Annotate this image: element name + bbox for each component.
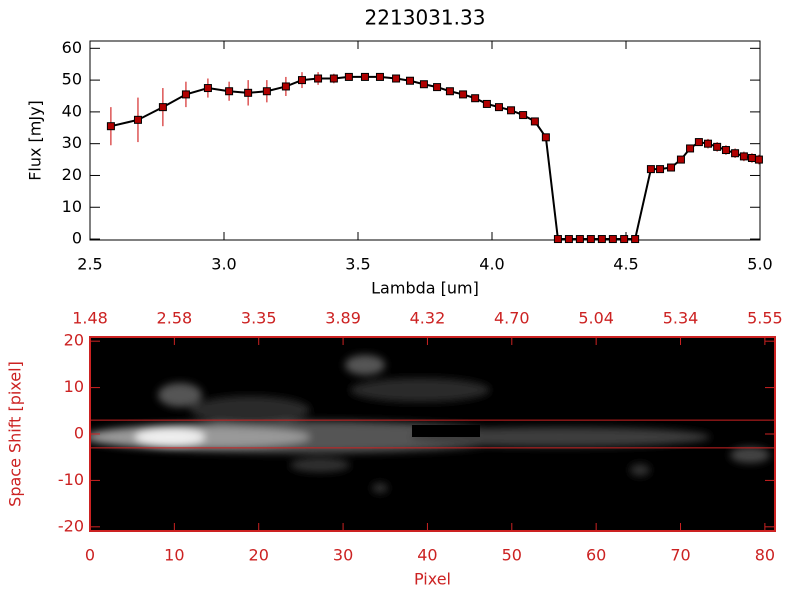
x2-tick-label: 5.55 — [747, 309, 783, 328]
y-tick-label: 40 — [62, 101, 82, 120]
x-axis-label: Pixel — [414, 570, 451, 589]
x-tick-label: 3.0 — [211, 255, 236, 274]
data-point — [297, 76, 306, 85]
y-tick-label: 10 — [64, 377, 84, 396]
data-point — [225, 87, 234, 96]
data-point — [586, 235, 595, 244]
y-tick-label: 0 — [72, 229, 82, 248]
x-tick-label: 40 — [417, 546, 437, 565]
data-point — [620, 235, 629, 244]
y-axis-label: Flux [mJy] — [26, 100, 45, 181]
data-point — [158, 103, 167, 112]
data-point — [739, 152, 748, 161]
x2-tick-label: 3.89 — [325, 309, 361, 328]
data-point — [360, 72, 369, 81]
data-point — [553, 235, 562, 244]
data-point — [133, 115, 142, 124]
x2-tick-label: 5.04 — [578, 309, 614, 328]
data-point — [375, 72, 384, 81]
spectrum-image — [90, 337, 775, 531]
x-tick-label: 5.0 — [747, 255, 772, 274]
data-point — [519, 111, 528, 120]
data-point — [747, 153, 756, 162]
x-tick-label: 4.5 — [613, 255, 638, 274]
y-tick-label: 20 — [64, 331, 84, 350]
x-tick-label: 30 — [333, 546, 353, 565]
chart-title: 2213031.33 — [365, 6, 486, 30]
data-point — [694, 138, 703, 147]
data-point — [471, 94, 480, 103]
y-tick-label: 60 — [62, 38, 82, 57]
data-point — [608, 235, 617, 244]
data-point — [445, 87, 454, 96]
data-point — [731, 149, 740, 158]
data-point — [676, 155, 685, 164]
data-point — [433, 83, 442, 92]
data-point — [631, 235, 640, 244]
y-tick-label: 30 — [62, 133, 82, 152]
data-point — [106, 122, 115, 131]
data-point — [181, 90, 190, 99]
data-point — [575, 235, 584, 244]
x2-tick-label: 3.35 — [241, 309, 277, 328]
data-point — [686, 144, 695, 153]
x-axis-label: Lambda [um] — [371, 279, 479, 298]
y-tick-label: -10 — [58, 470, 84, 489]
x2-tick-label: 4.70 — [494, 309, 530, 328]
y-tick-label: 20 — [62, 165, 82, 184]
x-tick-label: 60 — [586, 546, 606, 565]
y-tick-label: 50 — [62, 70, 82, 89]
data-line — [110, 75, 760, 241]
data-point — [262, 87, 271, 96]
x-tick-label: 20 — [249, 546, 269, 565]
data-point — [754, 155, 763, 164]
x-tick-label: 80 — [755, 546, 775, 565]
data-point — [244, 88, 253, 97]
x-tick-label: 4.0 — [479, 255, 504, 274]
data-point — [392, 74, 401, 83]
plot-frame — [89, 40, 761, 241]
data-point — [459, 90, 468, 99]
y-tick-label: 10 — [62, 197, 82, 216]
y-tick-label: 0 — [74, 424, 84, 443]
data-point — [507, 106, 516, 115]
x2-tick-label: 1.48 — [72, 309, 108, 328]
data-point — [564, 235, 573, 244]
data-point — [656, 165, 665, 174]
data-point — [344, 72, 353, 81]
x2-tick-label: 4.32 — [410, 309, 446, 328]
x-tick-label: 3.5 — [345, 255, 370, 274]
x-tick-label: 0 — [85, 546, 95, 565]
data-point — [314, 74, 323, 83]
x2-tick-label: 2.58 — [157, 309, 193, 328]
y-tick-label: -20 — [58, 516, 84, 535]
data-point — [494, 103, 503, 112]
data-point — [530, 117, 539, 126]
x-tick-label: 50 — [502, 546, 522, 565]
x-tick-label: 10 — [164, 546, 184, 565]
data-point — [405, 76, 414, 85]
x2-tick-label: 5.34 — [663, 309, 699, 328]
data-point — [329, 74, 338, 83]
data-point — [419, 80, 428, 89]
y-axis-label: Space Shift [pixel] — [6, 361, 25, 507]
x-tick-label: 70 — [670, 546, 690, 565]
x-tick-label: 2.5 — [77, 255, 102, 274]
data-point — [667, 163, 676, 172]
data-point — [541, 133, 550, 142]
data-point — [281, 82, 290, 91]
data-point — [646, 165, 655, 174]
data-point — [482, 99, 491, 108]
data-point — [713, 142, 722, 151]
data-point — [203, 84, 212, 93]
data-point — [597, 235, 606, 244]
data-point — [704, 139, 713, 148]
data-point — [721, 146, 730, 155]
